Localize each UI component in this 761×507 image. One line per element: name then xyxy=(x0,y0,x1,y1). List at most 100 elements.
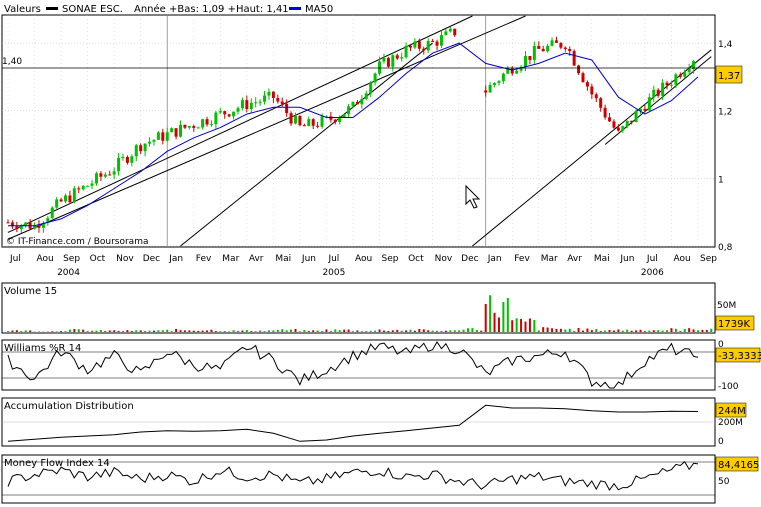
candle-body xyxy=(625,120,629,127)
candle-body xyxy=(15,226,19,230)
accdist-last-badge xyxy=(715,402,747,418)
volume-bar xyxy=(701,329,704,332)
month-label: Jan xyxy=(487,254,502,264)
volume-bar xyxy=(272,330,275,332)
reference-price-label: 1,40 xyxy=(2,57,22,67)
volume-bar xyxy=(285,330,288,332)
volume-bar xyxy=(360,331,363,332)
candle-body xyxy=(417,41,421,49)
williams-tick-0: 0 xyxy=(718,340,724,350)
volume-bar xyxy=(688,328,691,332)
candle-body xyxy=(687,68,691,73)
volume-bar xyxy=(683,328,686,332)
volume-bar xyxy=(436,330,439,332)
williams-last-badge xyxy=(715,347,761,363)
candle-body xyxy=(554,40,558,43)
volume-bar xyxy=(241,330,244,332)
candle-body xyxy=(643,109,647,111)
volume-bar xyxy=(210,329,213,332)
volume-bar xyxy=(489,295,492,332)
volume-bar xyxy=(608,329,611,332)
candle-body xyxy=(515,70,519,74)
candle-body xyxy=(563,47,567,50)
candle-body xyxy=(112,171,116,175)
candle-body xyxy=(333,119,337,122)
candle-body xyxy=(342,114,346,118)
volume-bar xyxy=(697,330,699,332)
volume-bar xyxy=(586,328,589,332)
candle-body xyxy=(249,102,253,110)
williams-tick-100: -100 xyxy=(718,382,739,392)
candle-body xyxy=(294,115,297,124)
ma50-line xyxy=(8,42,699,227)
candle-body xyxy=(209,124,213,126)
instrument-name: SONAE ESC. xyxy=(62,4,123,15)
month-label: Mar xyxy=(541,254,558,264)
volume-panel: Volume 15 50M 1739K xyxy=(1,282,755,334)
candle-body xyxy=(201,119,205,128)
volume-bar xyxy=(674,328,677,332)
mfi-last-badge xyxy=(715,456,759,472)
volume-bar xyxy=(551,328,554,332)
volume-bar xyxy=(290,329,293,332)
candle-body xyxy=(316,125,320,127)
volume-bar xyxy=(648,330,651,332)
candle-body xyxy=(674,74,678,85)
candle-body xyxy=(134,145,138,157)
candle-body xyxy=(64,195,67,202)
candle-body xyxy=(130,156,134,163)
volume-bar xyxy=(444,330,447,332)
month-label: Aou xyxy=(355,254,372,264)
candle-body xyxy=(608,117,612,122)
candle-body xyxy=(497,81,501,84)
volume-bar xyxy=(604,330,607,332)
candle-body xyxy=(484,90,488,93)
price-y-tick: 1,4 xyxy=(718,40,733,50)
candle-body xyxy=(572,51,576,66)
candle-body xyxy=(448,28,452,32)
month-label: Avr xyxy=(567,254,582,264)
candle-body xyxy=(143,143,147,152)
candle-body xyxy=(652,89,656,98)
candle-body xyxy=(245,100,249,110)
volume-bar xyxy=(86,331,89,332)
candle-body xyxy=(183,124,187,128)
volume-bar xyxy=(64,331,67,332)
candle-body xyxy=(33,224,37,229)
volume-bar xyxy=(15,330,18,332)
volume-bar xyxy=(458,330,461,332)
volume-bar xyxy=(577,327,580,332)
candle-body xyxy=(612,121,616,128)
candle-body xyxy=(192,126,196,128)
month-label: Avr xyxy=(249,254,264,264)
mfi-tick-50: 50 xyxy=(718,477,730,487)
accdist-last-label: 244M xyxy=(718,406,746,417)
volume-bar xyxy=(652,330,655,332)
month-label: Jan xyxy=(168,254,183,264)
candle-body xyxy=(285,103,289,114)
volume-bar xyxy=(91,330,94,332)
candle-body xyxy=(524,55,527,67)
candle-body xyxy=(156,132,160,140)
volume-bar xyxy=(387,330,390,332)
candle-body xyxy=(152,139,156,142)
volume-bar xyxy=(267,330,270,332)
candle-body xyxy=(280,101,284,104)
volume-bar xyxy=(334,329,337,332)
candle-body xyxy=(541,48,545,52)
candle-body xyxy=(289,113,293,124)
candle-body xyxy=(661,82,665,96)
candle-body xyxy=(656,89,660,96)
candle-body xyxy=(493,83,497,85)
month-label: Sep xyxy=(382,254,399,264)
volume-bar xyxy=(666,330,669,332)
month-label: Jul xyxy=(9,254,21,264)
candle-body xyxy=(165,132,169,141)
volume-bar xyxy=(365,331,368,332)
candle-body xyxy=(439,35,443,46)
volume-bar xyxy=(564,329,567,332)
volume-bar xyxy=(462,329,465,332)
month-label: Oct xyxy=(408,254,424,264)
candle-body xyxy=(254,102,258,104)
candle-body xyxy=(453,28,457,36)
